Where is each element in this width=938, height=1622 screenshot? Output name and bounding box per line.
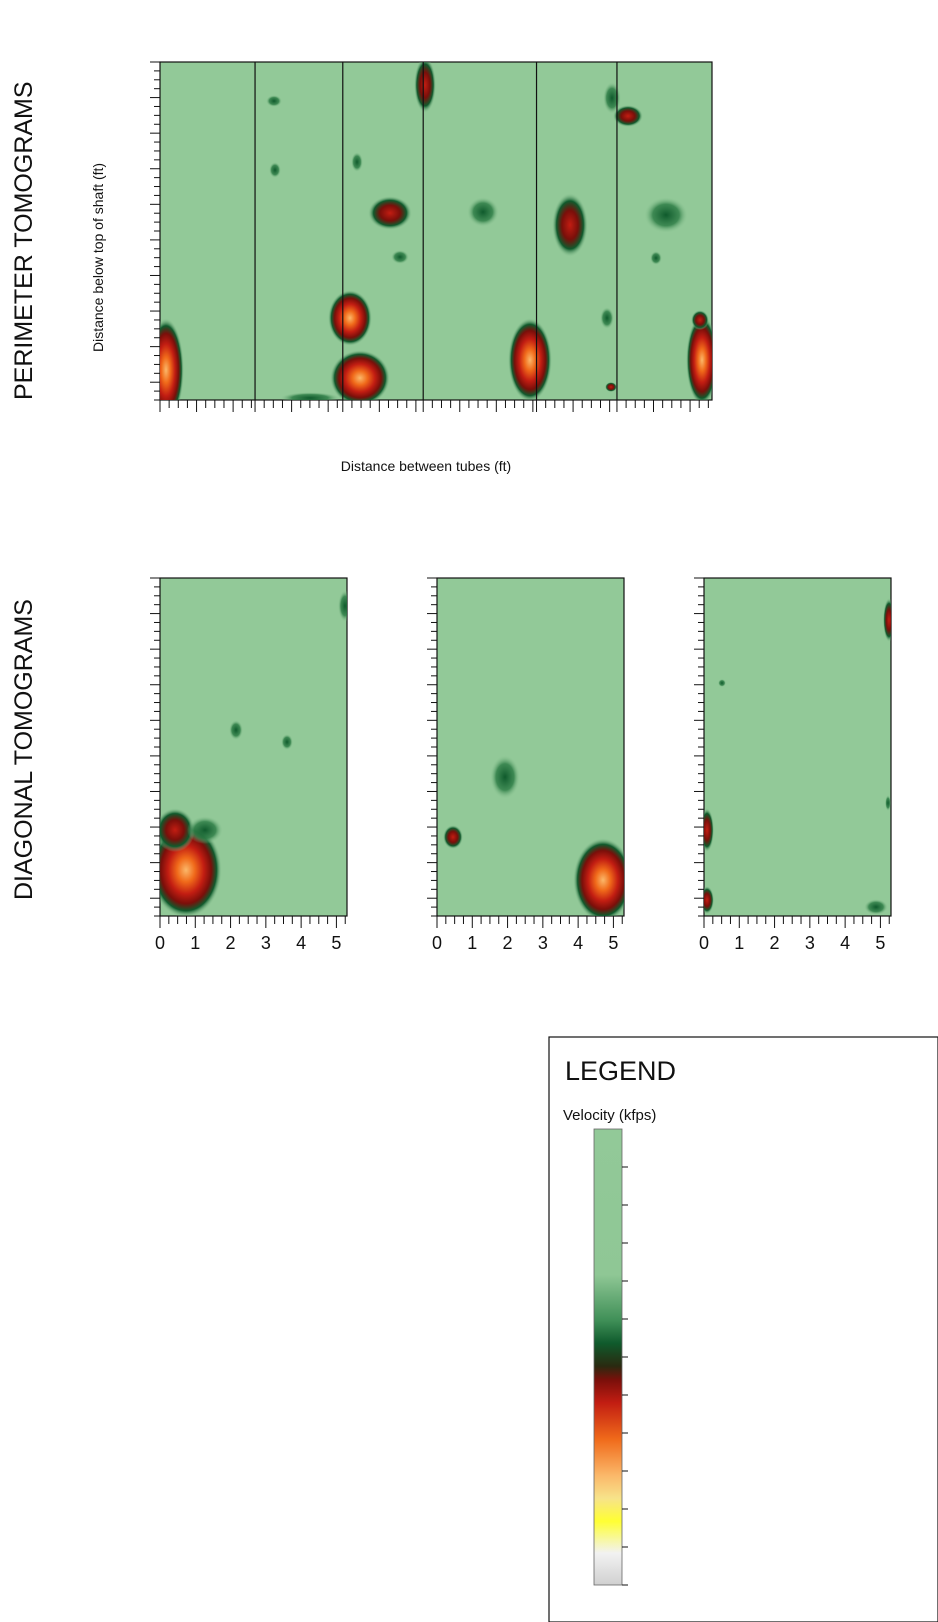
legend-title: LEGEND <box>565 1056 676 1086</box>
velocity-blob <box>280 392 340 400</box>
velocity-blob <box>330 350 390 400</box>
velocity-blob <box>368 196 412 230</box>
legend-scale-title: Velocity (kfps) <box>563 1107 656 1124</box>
velocity-blob <box>160 808 195 852</box>
velocity-blob <box>718 679 726 687</box>
diagonal-section-title: DIAGONAL TOMOGRAMS <box>10 599 38 900</box>
perimeter-section-title: PERIMETER TOMOGRAMS <box>10 81 38 400</box>
legend: LEGEND Velocity (kfps) <box>548 1036 938 1622</box>
velocity-blob <box>187 816 223 844</box>
velocity-blob <box>605 382 617 392</box>
x-tick-label: 3 <box>538 933 548 953</box>
diagonal-field <box>703 577 892 917</box>
velocity-blob <box>650 251 662 265</box>
tube-dividers <box>254 62 618 400</box>
x-tick-label: 4 <box>296 933 306 953</box>
diagonal-tomogram-2-5 <box>436 577 625 917</box>
velocity-blob <box>644 197 688 233</box>
velocity-blob <box>885 795 891 811</box>
legend-color-bar <box>593 1128 623 1586</box>
x-tick-label: 3 <box>805 933 815 953</box>
x-tick-label: 4 <box>840 933 850 953</box>
perimeter-y-axis-label: Distance below top of shaft (ft) <box>90 163 106 352</box>
x-tick-label: 2 <box>770 933 780 953</box>
perimeter-y-axis <box>150 61 160 401</box>
velocity-blob <box>266 95 282 107</box>
x-tick-label: 3 <box>261 933 271 953</box>
diagonal-axes-2-5: 0 1 2 3 4 5 <box>427 577 623 953</box>
velocity-blob <box>864 899 888 915</box>
x-tick-label: 4 <box>573 933 583 953</box>
x-tick-label: 0 <box>699 933 709 953</box>
velocity-blob <box>269 162 281 178</box>
diagonal-axes: 0 1 2 3 4 5 0 1 2 3 4 5 0 1 2 3 4 5 <box>150 577 890 953</box>
perimeter-x-axis-label: Distance between tubes (ft) <box>341 458 511 474</box>
velocity-blob <box>686 315 712 400</box>
perimeter-anomaly-layer <box>160 62 712 400</box>
velocity-blob <box>414 62 436 113</box>
velocity-blob <box>883 598 891 642</box>
x-tick-label: 1 <box>467 933 477 953</box>
diagonal-anomaly-layer <box>160 590 347 916</box>
diagonal-anomaly-layer <box>704 598 891 915</box>
legend-ticks <box>622 1166 628 1586</box>
velocity-blob <box>338 590 347 622</box>
x-tick-label: 2 <box>226 933 236 953</box>
velocity-blob <box>351 152 363 172</box>
velocity-blob <box>391 250 409 264</box>
velocity-blob <box>691 310 709 330</box>
diagonal-axes-3-6: 0 1 2 3 4 5 <box>694 577 890 953</box>
x-tick-label: 2 <box>503 933 513 953</box>
velocity-blob <box>328 290 372 346</box>
perimeter-x-axis <box>159 400 709 412</box>
velocity-blob <box>704 808 714 852</box>
diagonal-anomaly-layer <box>443 755 624 916</box>
x-tick-label: 0 <box>155 933 165 953</box>
x-tick-label: 0 <box>432 933 442 953</box>
x-tick-label: 5 <box>331 933 341 953</box>
velocity-blob <box>467 197 499 227</box>
velocity-blob <box>704 886 714 914</box>
diagonal-tomogram-3-6 <box>703 577 892 917</box>
x-tick-label: 1 <box>190 933 200 953</box>
velocity-blob <box>600 307 614 329</box>
x-tick-label: 5 <box>608 933 618 953</box>
x-tick-label: 5 <box>875 933 885 953</box>
velocity-blob <box>508 318 552 400</box>
x-tick-label: 1 <box>734 933 744 953</box>
velocity-blob <box>160 318 184 400</box>
velocity-blob <box>613 105 643 127</box>
perimeter-tomogram-panel: Distance below top of shaft (ft) Distanc… <box>90 61 713 474</box>
velocity-blob <box>281 734 293 750</box>
diagonal-tomogram-1-4 <box>159 577 348 917</box>
diagonal-axes-1-4: 0 1 2 3 4 5 <box>150 577 346 953</box>
velocity-blob <box>552 193 588 257</box>
velocity-blob <box>229 720 243 740</box>
velocity-blob <box>443 825 463 849</box>
velocity-blob <box>573 838 624 916</box>
velocity-blob <box>490 755 520 799</box>
